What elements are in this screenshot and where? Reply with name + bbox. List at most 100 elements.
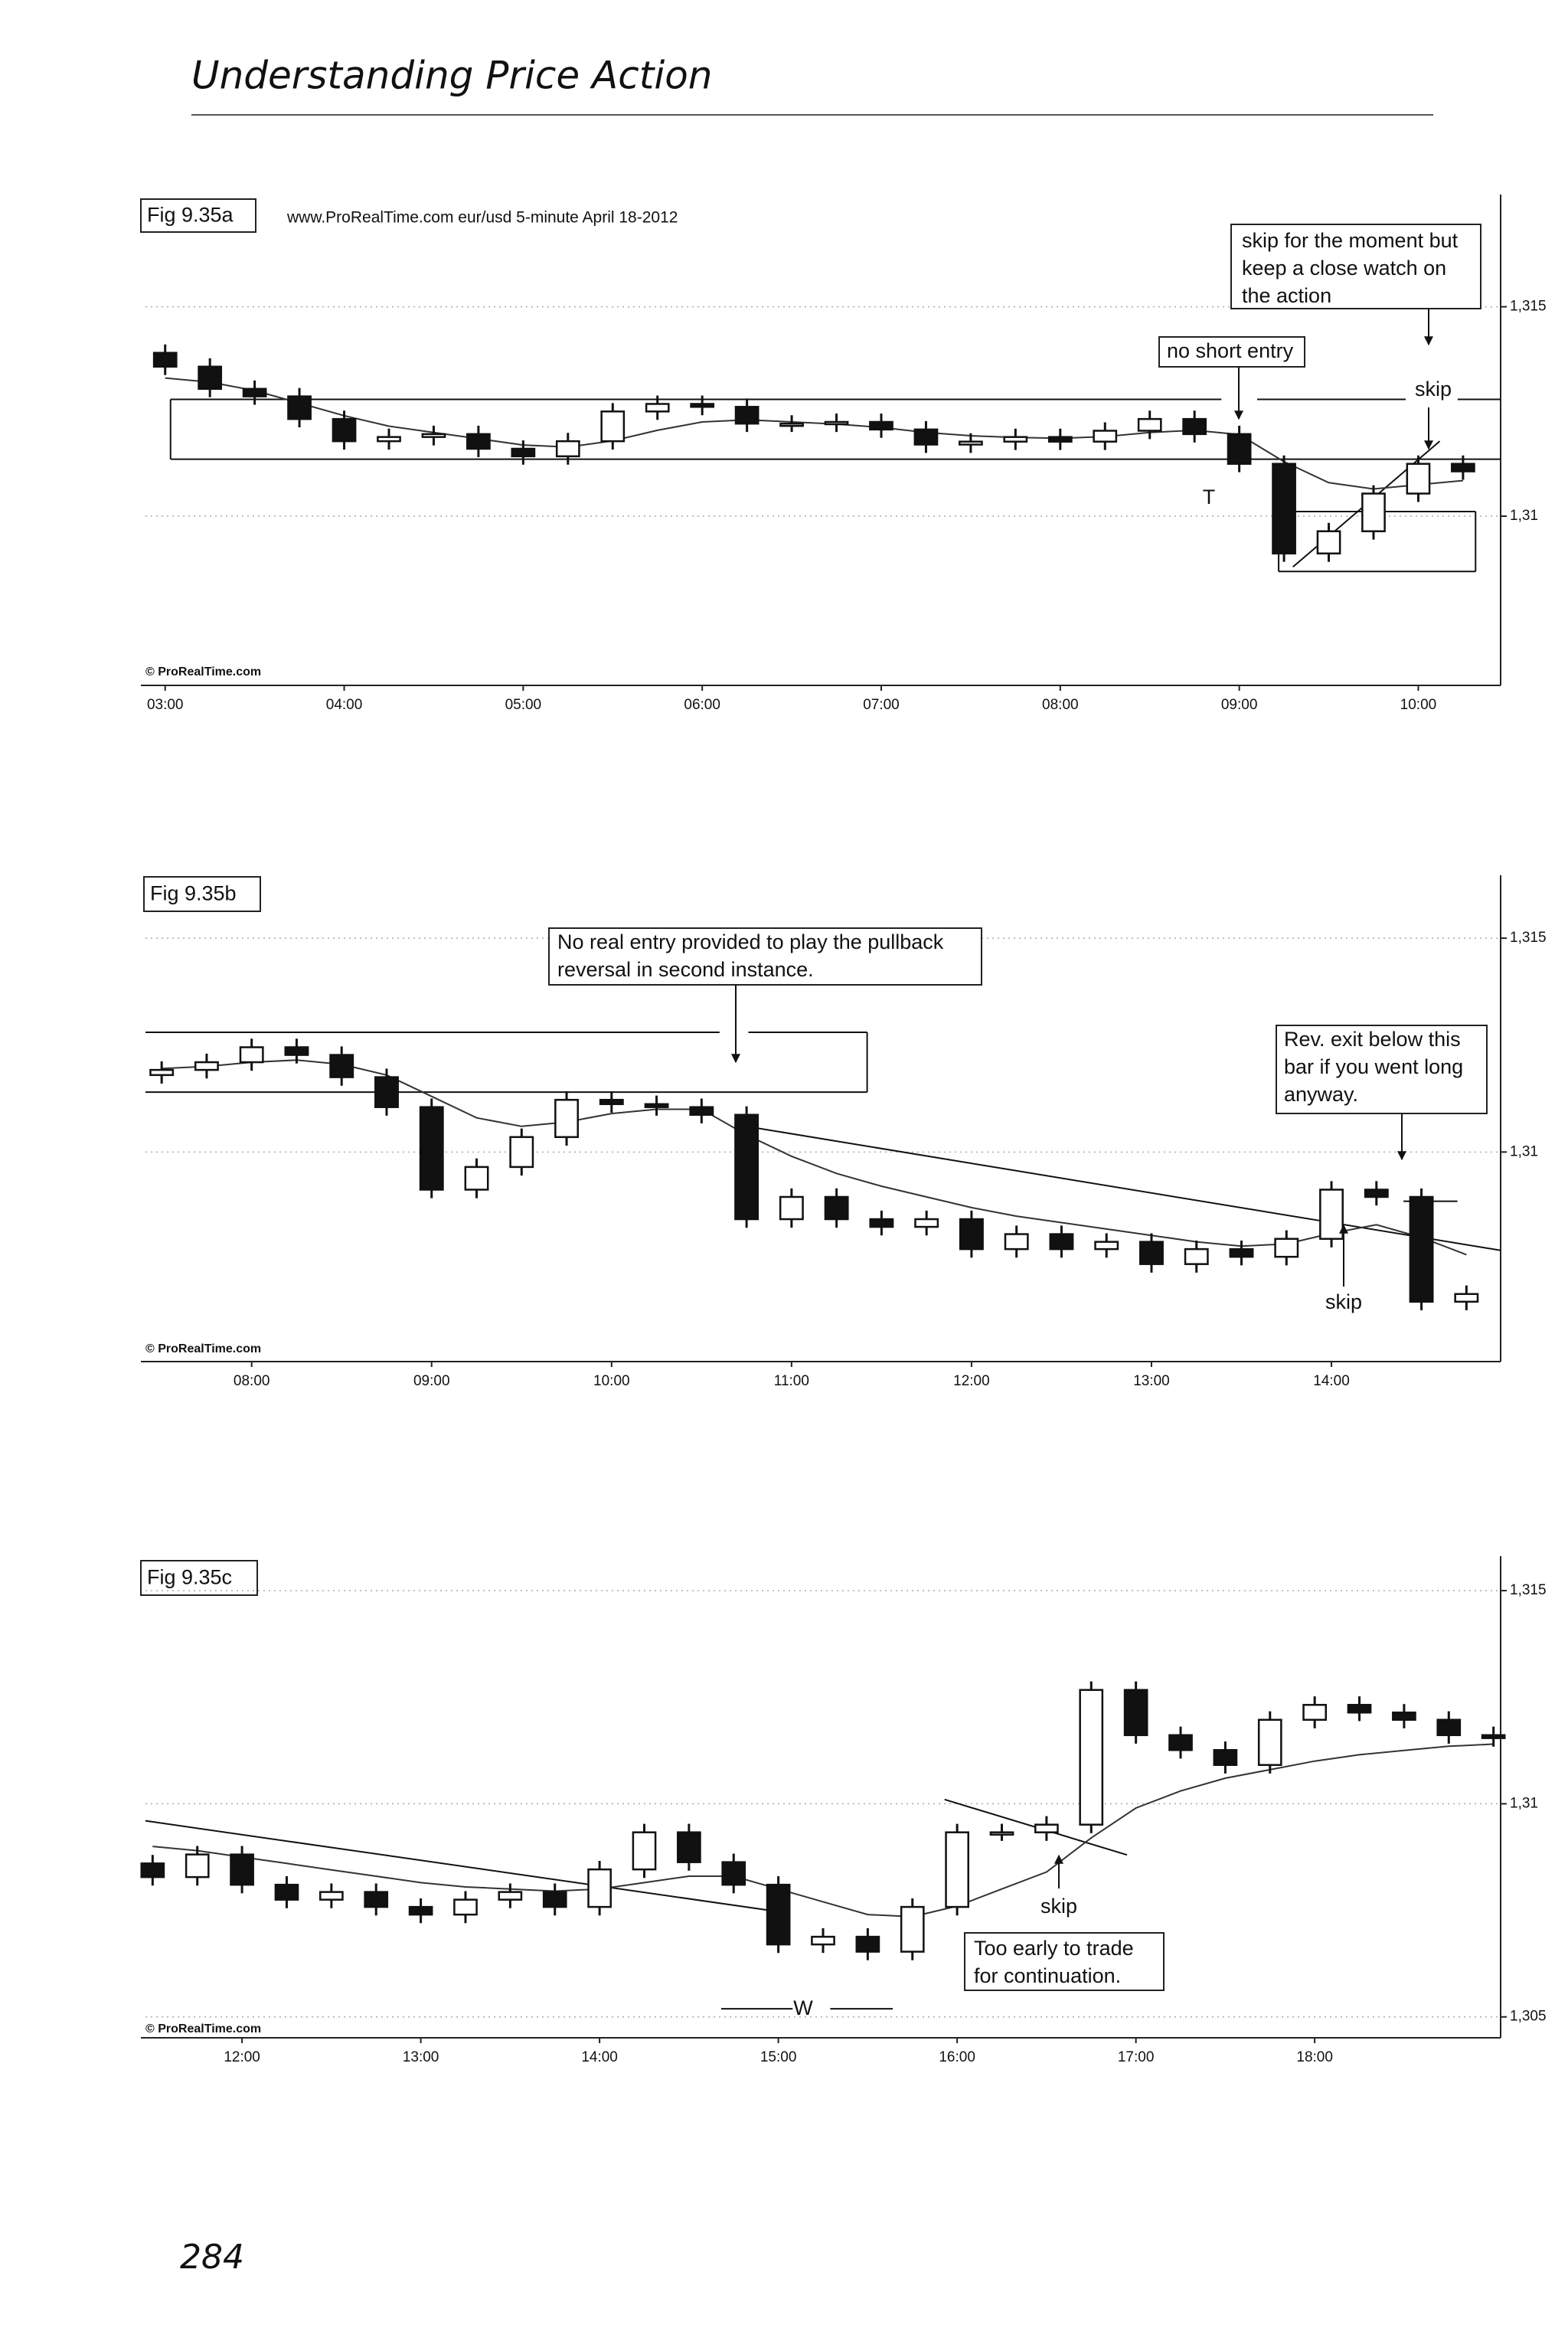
annotation-text: for continuation. (974, 1964, 1121, 1987)
candle-body (464, 1166, 489, 1191)
candle-body (599, 1098, 624, 1106)
candle-body (374, 1076, 399, 1108)
figure-label: Fig 9.35a (147, 204, 234, 227)
x-tick-label: 08:00 (234, 1373, 270, 1389)
candle-body (644, 1103, 669, 1108)
price-line (746, 1125, 1501, 1251)
y-tick-label: 1,315 (1510, 930, 1547, 946)
annotation-text: bar if you went long (1284, 1055, 1463, 1078)
annotation-text: skip for the moment but (1242, 229, 1459, 252)
candle-body (1257, 1718, 1282, 1767)
candle-body (1392, 1712, 1416, 1721)
candle-body (900, 1905, 925, 1953)
figure-label: Fig 9.35b (150, 882, 237, 905)
candle-body (149, 1068, 175, 1077)
x-tick-label: 11:00 (774, 1373, 809, 1389)
candle-body (855, 1935, 880, 1953)
candle-body (1123, 1689, 1148, 1737)
candle-body (690, 403, 715, 408)
candle-body (824, 1195, 849, 1221)
candle-body (959, 440, 983, 446)
chart-subtitle: www.ProRealTime.com eur/usd 5-minute Apr… (286, 209, 678, 227)
x-tick-label: 03:00 (147, 697, 184, 713)
annotation-text: Too early to trade (974, 1937, 1134, 1960)
candle-body (421, 433, 446, 438)
price-line (145, 1820, 779, 1913)
y-tick-label: 1,315 (1510, 1582, 1547, 1598)
candle-body (332, 417, 357, 443)
x-tick-label: 14:00 (1313, 1373, 1350, 1389)
x-tick-label: 09:00 (1221, 697, 1258, 713)
candle-body (824, 420, 849, 426)
x-tick-label: 12:00 (953, 1373, 990, 1389)
candle-body (587, 1868, 612, 1908)
candle-body (1168, 1734, 1193, 1751)
candle-body (555, 440, 580, 458)
candle-body (869, 1218, 894, 1228)
candle-body (453, 1898, 478, 1916)
annotation-text: reversal in second instance. (557, 958, 814, 981)
candle-body (1454, 1293, 1479, 1303)
annotation-box (548, 927, 982, 986)
candle-body (1436, 1718, 1462, 1737)
annotation-text: skip (1415, 378, 1452, 401)
candle-body (1182, 417, 1207, 436)
candle-body (1079, 1689, 1104, 1826)
annotation-text: anyway. (1284, 1083, 1358, 1106)
candle-body (1213, 1749, 1238, 1767)
candle-body (734, 1113, 760, 1221)
candle-body (1481, 1734, 1506, 1739)
candle-body (511, 447, 536, 458)
candle-body (498, 1891, 523, 1901)
watermark: © ProRealTime.com (145, 665, 261, 678)
candle-body (779, 422, 804, 427)
candle-body (1361, 492, 1386, 532)
y-tick-label: 1,31 (1510, 1795, 1538, 1811)
x-tick-label: 09:00 (413, 1373, 450, 1389)
candle-body (1319, 1189, 1344, 1240)
y-tick-label: 1,305 (1510, 2009, 1547, 2025)
candle-body (230, 1853, 254, 1886)
x-tick-label: 06:00 (684, 697, 720, 713)
candle-body (274, 1883, 299, 1901)
x-tick-label: 17:00 (1118, 2049, 1155, 2065)
x-tick-label: 13:00 (403, 2049, 439, 2065)
candle-body (945, 1831, 969, 1908)
x-tick-label: 08:00 (1042, 697, 1079, 713)
moving-average (162, 1059, 1467, 1256)
annotation-text: skip (1040, 1895, 1077, 1918)
x-tick-label: 13:00 (1133, 1373, 1170, 1389)
candle-body (1406, 463, 1431, 495)
candle-body (779, 1195, 804, 1221)
candle-body (869, 420, 893, 431)
candle-body (319, 1891, 344, 1901)
candle-body (677, 1831, 701, 1863)
candle-body (689, 1106, 714, 1117)
x-tick-label: 10:00 (1400, 697, 1437, 713)
candle-body (554, 1098, 579, 1139)
candle-body (1034, 1823, 1059, 1833)
annotation-text: No real entry provided to play the pullb… (557, 930, 944, 953)
candle-body (152, 352, 178, 368)
x-tick-label: 18:00 (1296, 2049, 1333, 2065)
candle-body (1409, 1195, 1434, 1303)
annotation-text: Rev. exit below this (1284, 1028, 1461, 1051)
watermark: © ProRealTime.com (145, 1342, 261, 1355)
x-tick-label: 05:00 (505, 697, 542, 713)
candle-body (1451, 463, 1475, 472)
page-number: 284 (180, 2238, 244, 2277)
candle-body (1137, 417, 1162, 432)
annotation-text: no short entry (1167, 339, 1294, 362)
candle-body (1229, 1247, 1254, 1258)
candle-body (959, 1218, 984, 1251)
candle-body (198, 365, 223, 391)
candle-body (542, 1891, 567, 1908)
watermark: © ProRealTime.com (145, 2022, 261, 2035)
candle-body (1364, 1189, 1389, 1198)
candle-body (239, 1046, 264, 1064)
candle-body (721, 1861, 746, 1886)
candle-body (989, 1831, 1014, 1836)
candle-body (408, 1905, 433, 1916)
